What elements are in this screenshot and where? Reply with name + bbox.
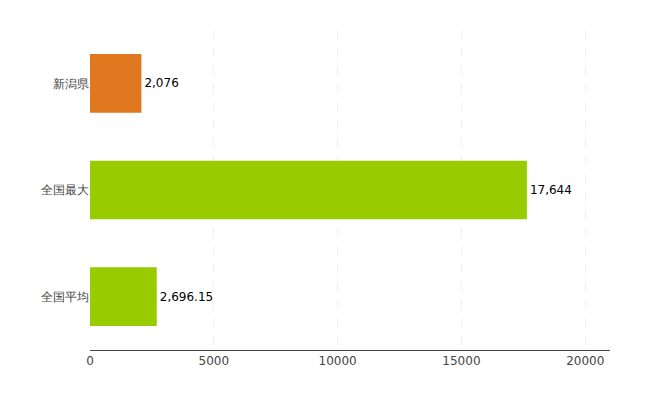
svg-text:5000: 5000 (199, 354, 230, 368)
svg-text:全国最大: 全国最大 (41, 183, 89, 197)
svg-text:10000: 10000 (319, 354, 357, 368)
svg-text:20000: 20000 (566, 354, 604, 368)
svg-text:新潟県: 新潟県 (53, 77, 89, 91)
svg-text:15000: 15000 (442, 354, 480, 368)
svg-text:2,076: 2,076 (144, 76, 178, 90)
svg-text:0: 0 (86, 354, 94, 368)
svg-text:全国平均: 全国平均 (41, 290, 89, 304)
svg-text:17,644: 17,644 (530, 183, 572, 197)
svg-text:2,696.15: 2,696.15 (160, 290, 213, 304)
